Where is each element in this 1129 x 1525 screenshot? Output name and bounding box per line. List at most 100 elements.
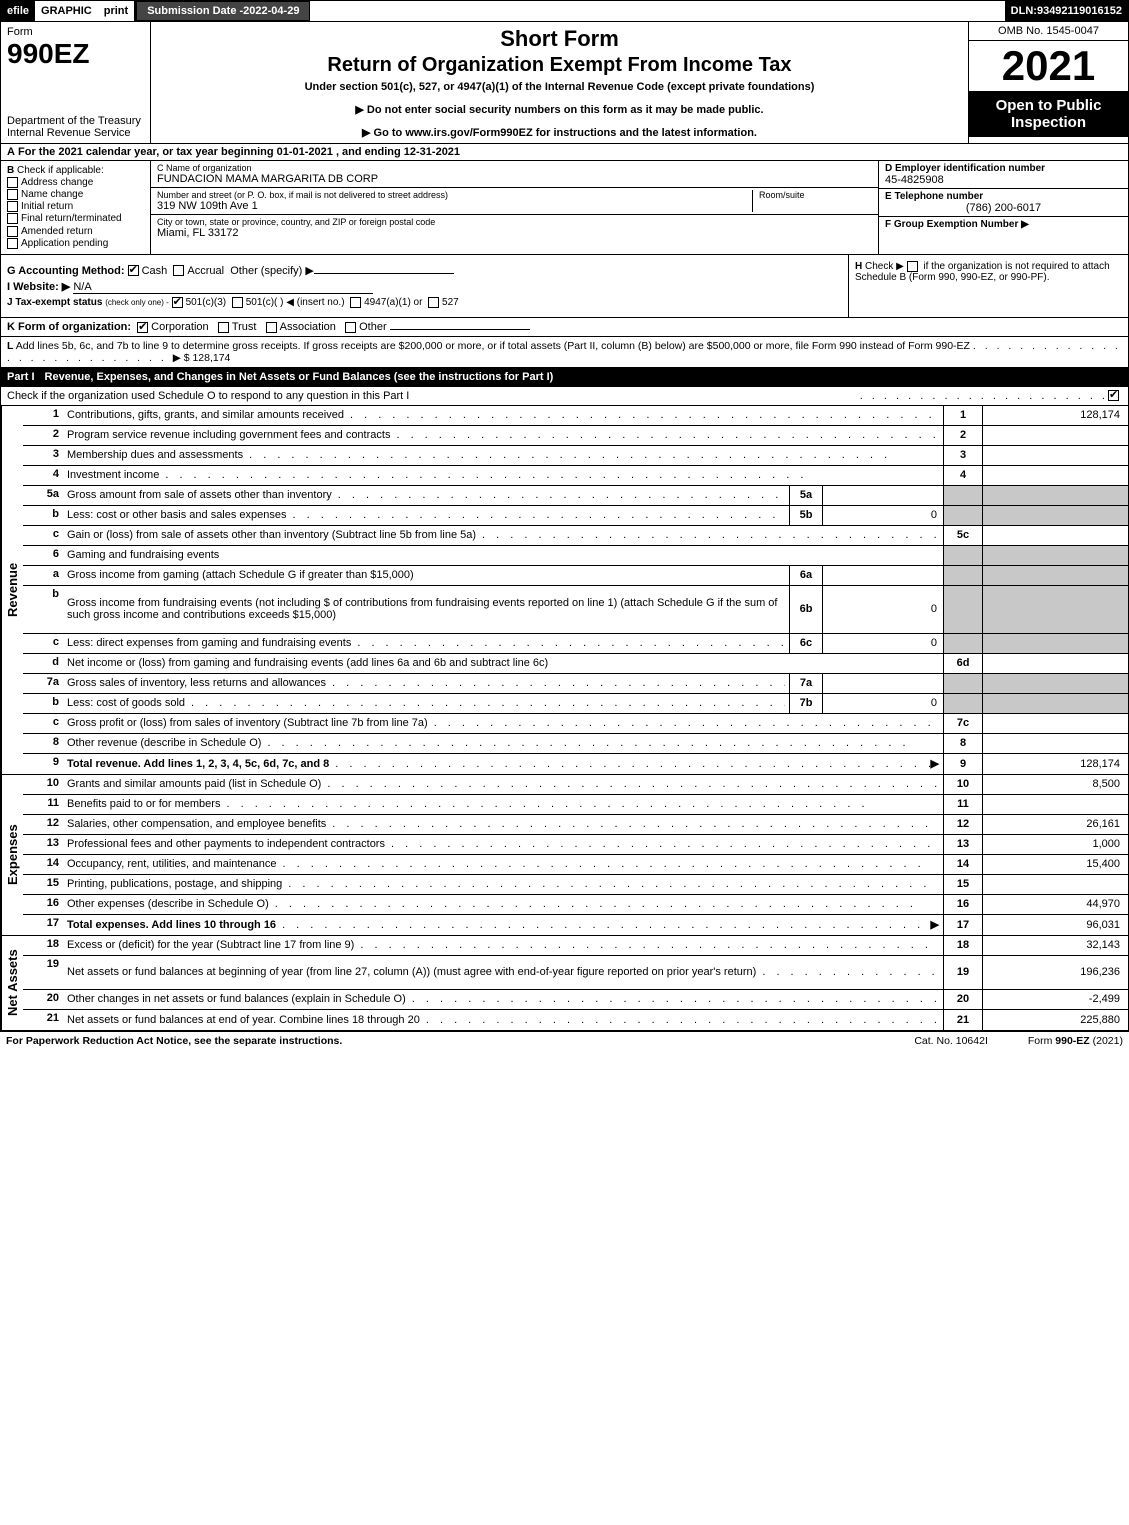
part1-check-row: Check if the organization used Schedule … — [0, 387, 1129, 406]
org-name: FUNDACION MAMA MARGARITA DB CORP — [157, 173, 872, 185]
dots: . . . . . . . . . . . . . . . . . . . . … — [321, 778, 939, 790]
subval — [823, 566, 943, 585]
checkbox-name-change[interactable] — [7, 189, 18, 200]
checkbox-501c[interactable] — [232, 297, 243, 308]
j-opt1: 501(c)(3) — [186, 297, 227, 308]
checkbox-initial-return[interactable] — [7, 201, 18, 212]
row-i: I Website: ▶ N/A — [7, 280, 842, 294]
subval — [823, 674, 943, 693]
lnum: 15 — [23, 875, 63, 894]
part1-header: Part I Revenue, Expenses, and Changes in… — [0, 368, 1129, 387]
checkbox-amended-return[interactable] — [7, 226, 18, 237]
checkbox-trust[interactable] — [218, 322, 229, 333]
dots: . . . . . . . . . . . . . . . . . . . . … — [420, 1014, 939, 1026]
ldesc: Total revenue. Add lines 1, 2, 3, 4, 5c,… — [67, 758, 329, 770]
rval: 1,000 — [983, 835, 1128, 854]
form-number: 990EZ — [7, 38, 144, 70]
row-k: K Form of organization: Corporation Trus… — [0, 318, 1129, 337]
part1-title: Revenue, Expenses, and Changes in Net As… — [45, 371, 554, 383]
rval — [983, 466, 1128, 485]
checkbox-application-pending[interactable] — [7, 238, 18, 249]
lnum: 6 — [23, 546, 63, 565]
checkbox-527[interactable] — [428, 297, 439, 308]
footer-catno: Cat. No. 10642I — [874, 1035, 1028, 1047]
phone: (786) 200-6017 — [885, 202, 1122, 214]
col-gij: G Accounting Method: Cash Accrual Other … — [1, 255, 848, 317]
rnum: 5c — [943, 526, 983, 545]
j-label: J Tax-exempt status — [7, 297, 102, 308]
row-j: J Tax-exempt status (check only one) - 5… — [7, 297, 842, 308]
j-opt3: 4947(a)(1) or — [364, 297, 422, 308]
cb-label: Initial return — [21, 201, 73, 212]
page-footer: For Paperwork Reduction Act Notice, see … — [0, 1031, 1129, 1050]
dots: . . . . . . . . . . . . . . . . . . . . … — [287, 509, 785, 521]
ldesc: Grants and similar amounts paid (list in… — [67, 778, 321, 790]
rnum-grey — [943, 506, 983, 525]
part1-label: Part I — [7, 371, 35, 383]
footer-notice: For Paperwork Reduction Act Notice, see … — [6, 1035, 874, 1047]
k-label: K Form of organization: — [7, 321, 131, 333]
ldesc: Other revenue (describe in Schedule O) — [67, 737, 261, 749]
rnum: 12 — [943, 815, 983, 834]
form-header: Form 990EZ Department of the Treasury In… — [0, 22, 1129, 144]
ldesc: Other changes in net assets or fund bala… — [67, 993, 406, 1005]
checkbox-4947[interactable] — [350, 297, 361, 308]
spacer — [310, 1, 1004, 21]
other-specify-input[interactable] — [314, 273, 454, 274]
checkbox-schedule-b[interactable] — [907, 261, 918, 272]
checkbox-corporation[interactable] — [137, 322, 148, 333]
rval — [983, 426, 1128, 445]
group-exemption-label: F Group Exemption Number ▶ — [885, 219, 1122, 230]
header-center: Short Form Return of Organization Exempt… — [151, 22, 968, 143]
rval: 128,174 — [983, 406, 1128, 425]
sublabel: 7a — [789, 674, 823, 693]
dots: . . . . . . . . . . . . . . . . . . . . … — [261, 737, 939, 749]
l-text: Add lines 5b, 6c, and 7b to line 9 to de… — [16, 340, 970, 352]
header-right: OMB No. 1545-0047 2021 Open to Public In… — [968, 22, 1128, 143]
lnum: c — [23, 526, 63, 545]
ldesc: Gross sales of inventory, less returns a… — [67, 677, 326, 689]
ldesc: Salaries, other compensation, and employ… — [67, 818, 326, 830]
checkbox-final-return[interactable] — [7, 213, 18, 224]
revenue-section: Revenue 1Contributions, gifts, grants, a… — [0, 406, 1129, 775]
rval: 15,400 — [983, 855, 1128, 874]
checkbox-accrual[interactable] — [173, 265, 184, 276]
lnum: b — [23, 506, 63, 525]
city-label: City or town, state or province, country… — [157, 217, 872, 227]
dots: . . . . . . . . . . . . . . . . . . . . … — [756, 966, 939, 978]
omb-number: OMB No. 1545-0047 — [969, 22, 1128, 41]
phone-label: E Telephone number — [885, 191, 1122, 202]
dots: . . . . . . . . . . . . . . . . . . . . … — [332, 489, 785, 501]
checkbox-other-org[interactable] — [345, 322, 356, 333]
lnum: 3 — [23, 446, 63, 465]
j-opt4: 527 — [442, 297, 459, 308]
ldesc: Excess or (deficit) for the year (Subtra… — [67, 939, 354, 951]
netassets-section: Net Assets 18Excess or (deficit) for the… — [0, 936, 1129, 1031]
website: N/A — [73, 281, 373, 294]
other-org-input[interactable] — [390, 329, 530, 330]
checkbox-501c3[interactable] — [172, 297, 183, 308]
dots: . . . . . . . . . . . . . . . . . . . . … — [276, 919, 930, 931]
rnum-grey — [943, 694, 983, 713]
irs-link[interactable]: www.irs.gov/Form990EZ — [405, 127, 532, 139]
lnum: 18 — [23, 936, 63, 955]
subdate-value: 2022-04-29 — [243, 5, 299, 17]
print-button[interactable]: print — [98, 1, 136, 21]
subval: 0 — [823, 586, 943, 633]
checkbox-address-change[interactable] — [7, 177, 18, 188]
expenses-vlabel: Expenses — [1, 775, 23, 935]
checkbox-cash[interactable] — [128, 265, 139, 276]
checkbox-association[interactable] — [266, 322, 277, 333]
lnum: 11 — [23, 795, 63, 814]
dots: . . . . . . . . . . . . . . . . . . . . … — [354, 939, 939, 951]
rval — [983, 734, 1128, 753]
h-label: H — [855, 261, 862, 272]
dots: . . . . . . . . . . . . . . . . . . . . … — [344, 409, 939, 421]
rnum: 10 — [943, 775, 983, 794]
rval — [983, 714, 1128, 733]
expenses-section: Expenses 10 Grants and similar amounts pa… — [0, 775, 1129, 936]
city: Miami, FL 33172 — [157, 227, 872, 239]
street-label: Number and street (or P. O. box, if mail… — [157, 190, 752, 200]
checkbox-schedule-o[interactable] — [1108, 390, 1119, 401]
row-a-calendar-year: A For the 2021 calendar year, or tax yea… — [0, 144, 1129, 161]
